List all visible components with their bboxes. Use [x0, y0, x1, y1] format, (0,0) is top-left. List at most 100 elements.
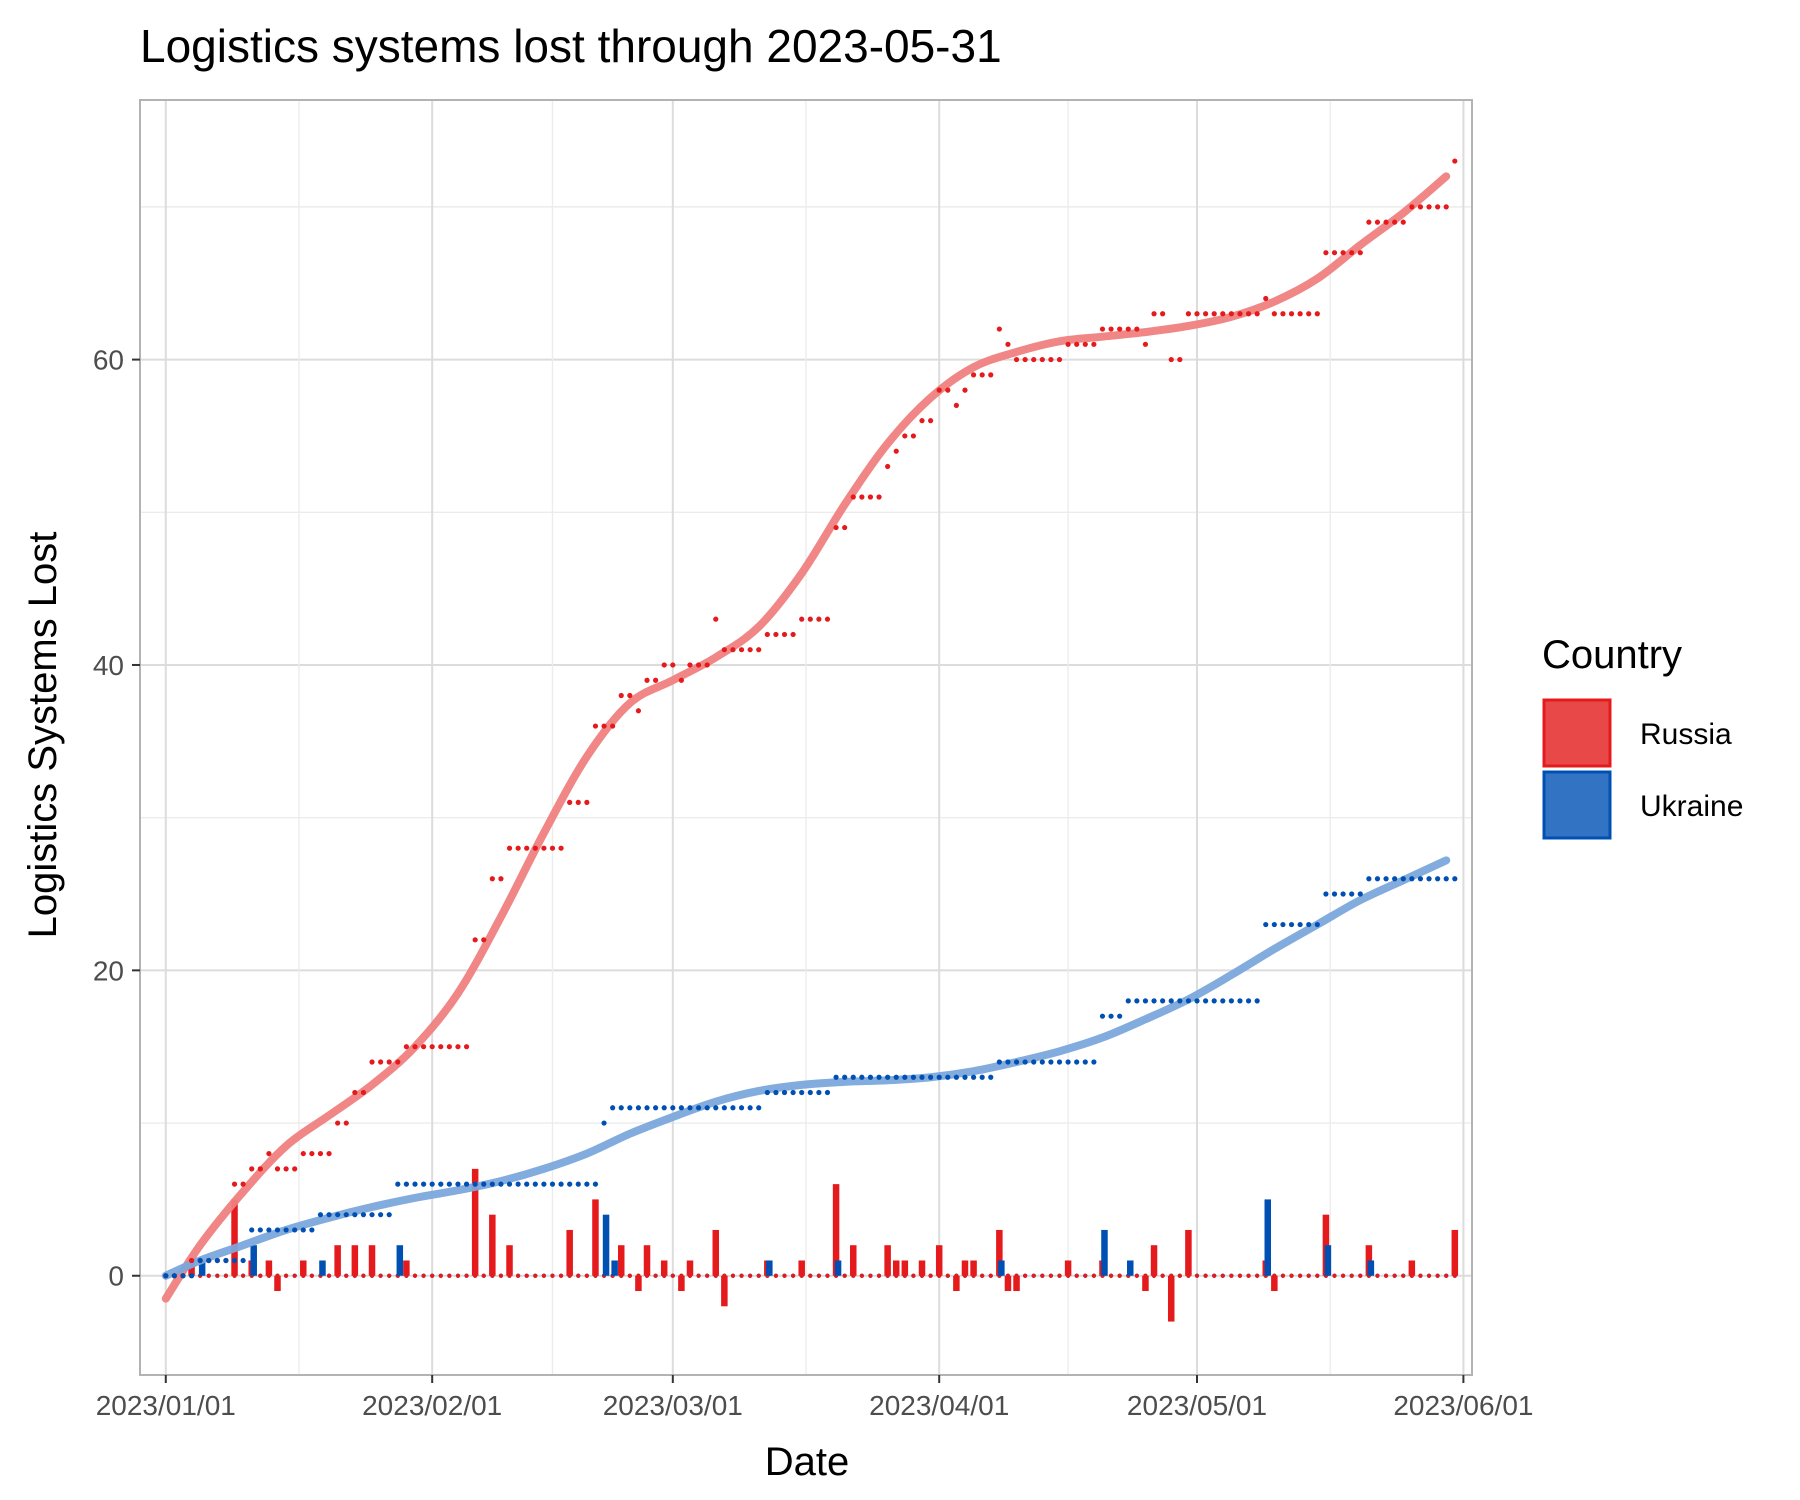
- zero-point-russia: [1074, 1273, 1079, 1278]
- cumulative-point-russia: [420, 1044, 427, 1050]
- cumulative-point-ukraine: [438, 1181, 444, 1187]
- cumulative-point-russia: [515, 845, 521, 851]
- bar-russia: [471, 1168, 479, 1276]
- cumulative-point-ukraine: [206, 1257, 212, 1264]
- cumulative-point-russia: [618, 692, 624, 699]
- cumulative-point-russia: [824, 616, 831, 622]
- cumulative-point-russia: [472, 937, 478, 943]
- cumulative-point-russia: [1383, 219, 1389, 225]
- cumulative-point-russia: [1271, 311, 1277, 317]
- cumulative-point-ukraine: [601, 1120, 607, 1126]
- bar-ukraine: [198, 1260, 206, 1276]
- cumulative-point-russia: [403, 1044, 409, 1050]
- zero-point-russia: [438, 1273, 443, 1278]
- cumulative-point-ukraine: [1048, 1059, 1054, 1065]
- cumulative-point-ukraine: [1005, 1059, 1011, 1065]
- cumulative-point-ukraine: [1435, 876, 1441, 882]
- bar-russia: [935, 1245, 943, 1276]
- bar-russia: [592, 1199, 599, 1276]
- cumulative-point-ukraine: [386, 1212, 392, 1218]
- cumulative-point-russia: [953, 402, 959, 408]
- zero-point-russia: [481, 1273, 486, 1278]
- smooth-line-ukraine: [161, 856, 1451, 1280]
- cumulative-point-ukraine: [171, 1273, 177, 1279]
- cumulative-point-ukraine: [1091, 1059, 1097, 1065]
- cumulative-point-russia: [1151, 311, 1157, 317]
- bar-russia: [1142, 1275, 1149, 1292]
- cumulative-point-russia: [1056, 356, 1063, 363]
- cumulative-point-ukraine: [429, 1181, 435, 1187]
- cumulative-point-russia: [429, 1044, 435, 1050]
- legend-swatch-russia: [1542, 698, 1612, 768]
- cumulative-point-russia: [249, 1166, 255, 1172]
- x-tick-label: 2023/01/01: [96, 1390, 236, 1421]
- cumulative-point-ukraine: [988, 1074, 994, 1080]
- cumulative-point-russia: [678, 677, 684, 683]
- zero-point-russia: [1194, 1273, 1200, 1278]
- zero-point-russia: [283, 1273, 289, 1278]
- cumulative-point-russia: [231, 1181, 238, 1187]
- cumulative-point-russia: [962, 387, 968, 393]
- x-axis-title: Date: [765, 1440, 850, 1484]
- cumulative-point-ukraine: [369, 1212, 375, 1218]
- zero-point-russia: [1306, 1273, 1311, 1278]
- cumulative-point-ukraine: [928, 1074, 934, 1080]
- cumulative-point-ukraine: [326, 1212, 332, 1218]
- cumulative-point-ukraine: [610, 1105, 616, 1111]
- cumulative-point-ukraine: [1331, 891, 1338, 897]
- chart-title: Logistics systems lost through 2023-05-3…: [140, 20, 1002, 72]
- cumulative-point-ukraine: [1392, 876, 1398, 882]
- cumulative-point-russia: [455, 1044, 461, 1050]
- cumulative-point-ukraine: [1443, 876, 1449, 882]
- cumulative-point-russia: [893, 448, 899, 454]
- zero-point-russia: [988, 1273, 993, 1278]
- cumulative-point-russia: [1022, 356, 1028, 363]
- cumulative-point-ukraine: [919, 1074, 925, 1080]
- cumulative-point-ukraine: [1134, 998, 1140, 1004]
- zero-point-russia: [1031, 1273, 1036, 1278]
- cumulative-point-russia: [747, 647, 753, 653]
- cumulative-point-russia: [1031, 356, 1037, 363]
- cumulative-point-ukraine: [962, 1074, 968, 1080]
- x-tick-label: 2023/03/01: [603, 1390, 743, 1421]
- bar-ukraine: [834, 1260, 842, 1276]
- cumulative-point-ukraine: [661, 1105, 667, 1111]
- zero-point-russia: [1212, 1273, 1217, 1278]
- cumulative-point-russia: [1340, 250, 1346, 256]
- cumulative-point-russia: [188, 1257, 195, 1264]
- cumulative-point-russia: [1374, 219, 1381, 225]
- cumulative-point-russia: [292, 1166, 298, 1172]
- bar-russia: [1271, 1275, 1278, 1292]
- cumulative-point-russia: [360, 1089, 367, 1096]
- cumulative-point-russia: [1452, 158, 1458, 164]
- legend: Russia Ukraine: [1542, 698, 1743, 840]
- cumulative-point-russia: [575, 799, 581, 805]
- bar-russia: [1064, 1260, 1072, 1276]
- cumulative-point-russia: [300, 1150, 306, 1157]
- bar-ukraine: [250, 1245, 257, 1276]
- cumulative-point-russia: [919, 418, 925, 424]
- cumulative-point-russia: [1228, 311, 1234, 317]
- cumulative-point-ukraine: [532, 1181, 538, 1187]
- cumulative-point-russia: [257, 1166, 263, 1172]
- cumulative-point-russia: [790, 631, 796, 638]
- cumulative-point-russia: [1134, 326, 1140, 332]
- cumulative-point-ukraine: [970, 1074, 977, 1080]
- cumulative-point-russia: [335, 1120, 341, 1126]
- cumulative-point-ukraine: [738, 1105, 745, 1111]
- cumulative-point-ukraine: [902, 1074, 908, 1080]
- zero-point-russia: [1237, 1273, 1243, 1278]
- zero-point-russia: [842, 1273, 847, 1278]
- zero-point-russia: [756, 1273, 761, 1278]
- cumulative-point-ukraine: [1271, 921, 1277, 928]
- cumulative-point-ukraine: [842, 1074, 848, 1080]
- cumulative-point-russia: [1005, 341, 1011, 347]
- bar-russia: [334, 1245, 341, 1276]
- cumulative-point-ukraine: [395, 1181, 401, 1187]
- cumulative-point-ukraine: [1306, 921, 1312, 928]
- legend-label-russia: Russia: [1640, 718, 1732, 751]
- cumulative-point-russia: [1323, 250, 1329, 256]
- cumulative-point-russia: [1331, 250, 1338, 256]
- zero-point-russia: [748, 1273, 753, 1278]
- bar-russia: [635, 1275, 642, 1292]
